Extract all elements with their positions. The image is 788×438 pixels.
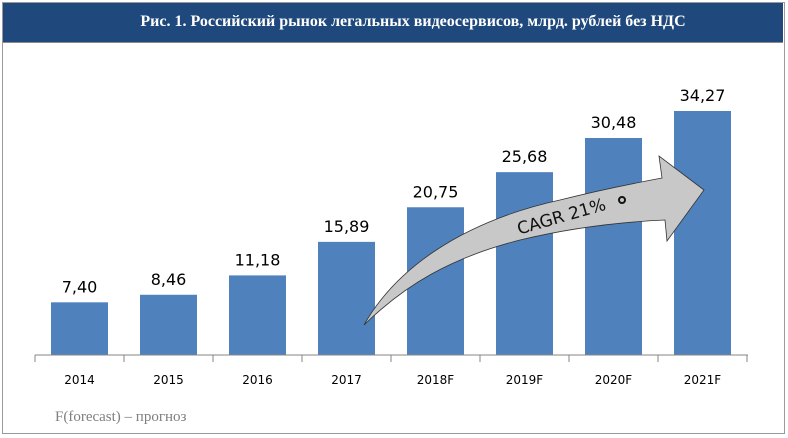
x-tick-label: 2015 — [153, 373, 184, 387]
chart-header: Рис. 1. Российский рынок легальных видео… — [3, 3, 783, 43]
data-label: 15,89 — [324, 217, 370, 236]
bar-2019F — [496, 172, 553, 355]
x-tick-label: 2020F — [595, 373, 633, 387]
data-label: 30,48 — [591, 113, 637, 132]
bar-2015 — [140, 294, 197, 355]
x-tick-label: 2014 — [64, 373, 95, 387]
bar-2016 — [229, 275, 286, 355]
bar-2020F — [585, 137, 642, 355]
x-tick-label: 2021F — [684, 373, 722, 387]
data-label: 8,46 — [151, 270, 187, 289]
data-label: 7,40 — [62, 277, 98, 296]
footnote: F(forecast) – прогноз — [55, 409, 187, 425]
data-label: 20,75 — [413, 182, 459, 201]
bar-2017 — [318, 241, 375, 355]
x-tick-label: 2017 — [331, 373, 362, 387]
x-tick-label: 2019F — [506, 373, 544, 387]
bullet-dot — [618, 196, 626, 204]
data-label: 11,18 — [235, 250, 281, 269]
bar-2014 — [51, 302, 108, 355]
data-label: 34,27 — [680, 86, 726, 105]
x-tick-label: 2016 — [242, 373, 273, 387]
data-label: 25,68 — [502, 147, 548, 166]
x-tick-label: 2018F — [417, 373, 455, 387]
chart-title: Рис. 1. Российский рынок легальных видео… — [140, 13, 686, 30]
bar-2021F — [674, 111, 731, 355]
